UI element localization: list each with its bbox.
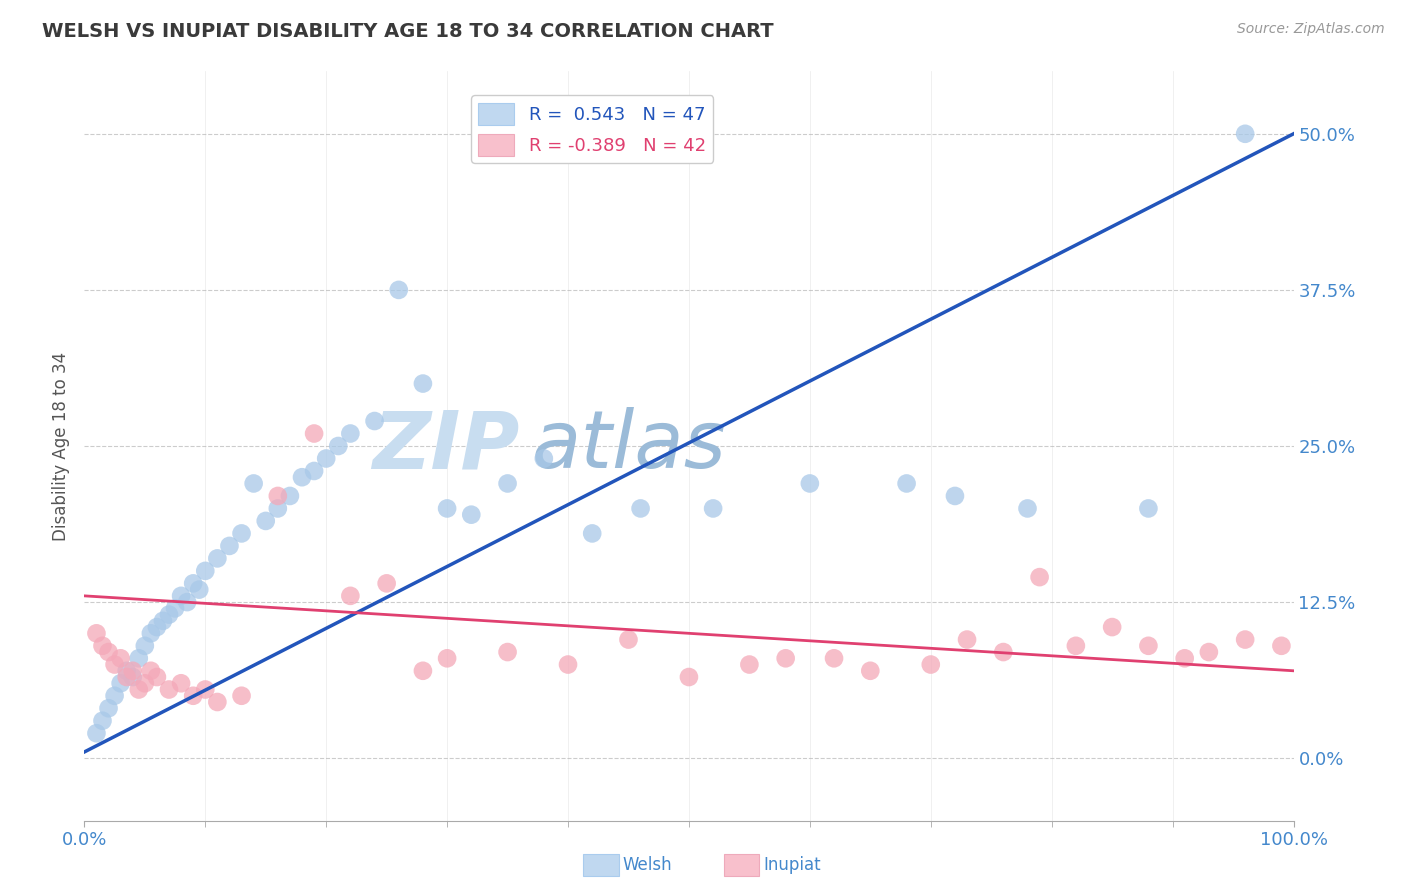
Text: Inupiat: Inupiat (763, 856, 821, 874)
Point (436, 501, 458, 516)
Point (1234, 127, 1257, 141)
Point (97, 701, 120, 715)
Point (1101, 620, 1123, 634)
Point (557, 657, 579, 672)
Point (315, 451, 337, 466)
Text: atlas: atlas (531, 407, 727, 485)
Point (110, 676, 132, 690)
Point (121, 664, 143, 678)
Point (152, 614, 174, 628)
Point (231, 526, 253, 541)
Point (302, 464, 325, 478)
Point (859, 664, 882, 678)
Point (91, 714, 114, 728)
Point (139, 626, 162, 640)
Point (194, 682, 217, 697)
Point (134, 639, 156, 653)
Point (1270, 639, 1292, 653)
Point (339, 589, 361, 603)
Point (97, 645, 120, 659)
Point (799, 476, 821, 491)
Point (1198, 645, 1220, 659)
Point (157, 607, 180, 622)
Point (291, 470, 314, 484)
Text: ZIP: ZIP (373, 407, 520, 485)
Point (231, 689, 253, 703)
Point (412, 376, 434, 391)
Point (104, 657, 127, 672)
Point (115, 664, 138, 678)
Text: WELSH VS INUPIAT DISABILITY AGE 18 TO 34 CORRELATION CHART: WELSH VS INUPIAT DISABILITY AGE 18 TO 34… (42, 22, 773, 41)
Point (533, 451, 555, 466)
Point (207, 551, 229, 566)
Point (176, 595, 198, 609)
Point (170, 589, 193, 603)
Point (920, 657, 942, 672)
Point (267, 501, 290, 516)
Point (460, 508, 482, 522)
Point (956, 632, 979, 647)
Point (678, 670, 700, 684)
Point (134, 676, 156, 690)
Point (943, 489, 966, 503)
Point (388, 283, 411, 297)
Point (86, 726, 108, 740)
Y-axis label: Disability Age 18 to 34: Disability Age 18 to 34 (52, 351, 70, 541)
Point (242, 476, 264, 491)
Point (218, 539, 240, 553)
Text: Source: ZipAtlas.com: Source: ZipAtlas.com (1237, 22, 1385, 37)
Legend: R =  0.543   N = 47, R = -0.389   N = 42: R = 0.543 N = 47, R = -0.389 N = 42 (471, 95, 713, 163)
Point (139, 664, 162, 678)
Point (146, 670, 169, 684)
Point (1028, 570, 1050, 584)
Point (436, 651, 458, 665)
Point (181, 689, 204, 703)
Point (328, 439, 350, 453)
Point (738, 657, 761, 672)
Point (496, 645, 519, 659)
Point (896, 476, 918, 491)
Point (170, 676, 193, 690)
Point (1137, 639, 1160, 653)
Text: Welsh: Welsh (623, 856, 672, 874)
Point (775, 651, 797, 665)
Point (194, 564, 217, 578)
Point (823, 651, 845, 665)
Point (207, 695, 229, 709)
Point (181, 576, 204, 591)
Point (630, 501, 652, 516)
Point (1064, 639, 1087, 653)
Point (702, 501, 724, 516)
Point (188, 582, 211, 597)
Point (128, 682, 150, 697)
Point (86, 626, 108, 640)
Point (496, 476, 519, 491)
Point (412, 664, 434, 678)
Point (121, 670, 143, 684)
Point (91, 639, 114, 653)
Point (165, 601, 187, 615)
Point (1137, 501, 1160, 516)
Point (581, 526, 603, 541)
Point (1017, 501, 1039, 516)
Point (339, 426, 361, 441)
Point (115, 670, 138, 684)
Point (363, 414, 385, 428)
Point (110, 651, 132, 665)
Point (128, 651, 150, 665)
Point (267, 489, 290, 503)
Point (375, 576, 398, 591)
Point (1174, 651, 1197, 665)
Point (993, 645, 1015, 659)
Point (617, 632, 640, 647)
Point (278, 489, 301, 503)
Point (104, 689, 127, 703)
Point (146, 620, 169, 634)
Point (302, 426, 325, 441)
Point (254, 514, 277, 528)
Point (157, 682, 180, 697)
Point (1234, 632, 1257, 647)
